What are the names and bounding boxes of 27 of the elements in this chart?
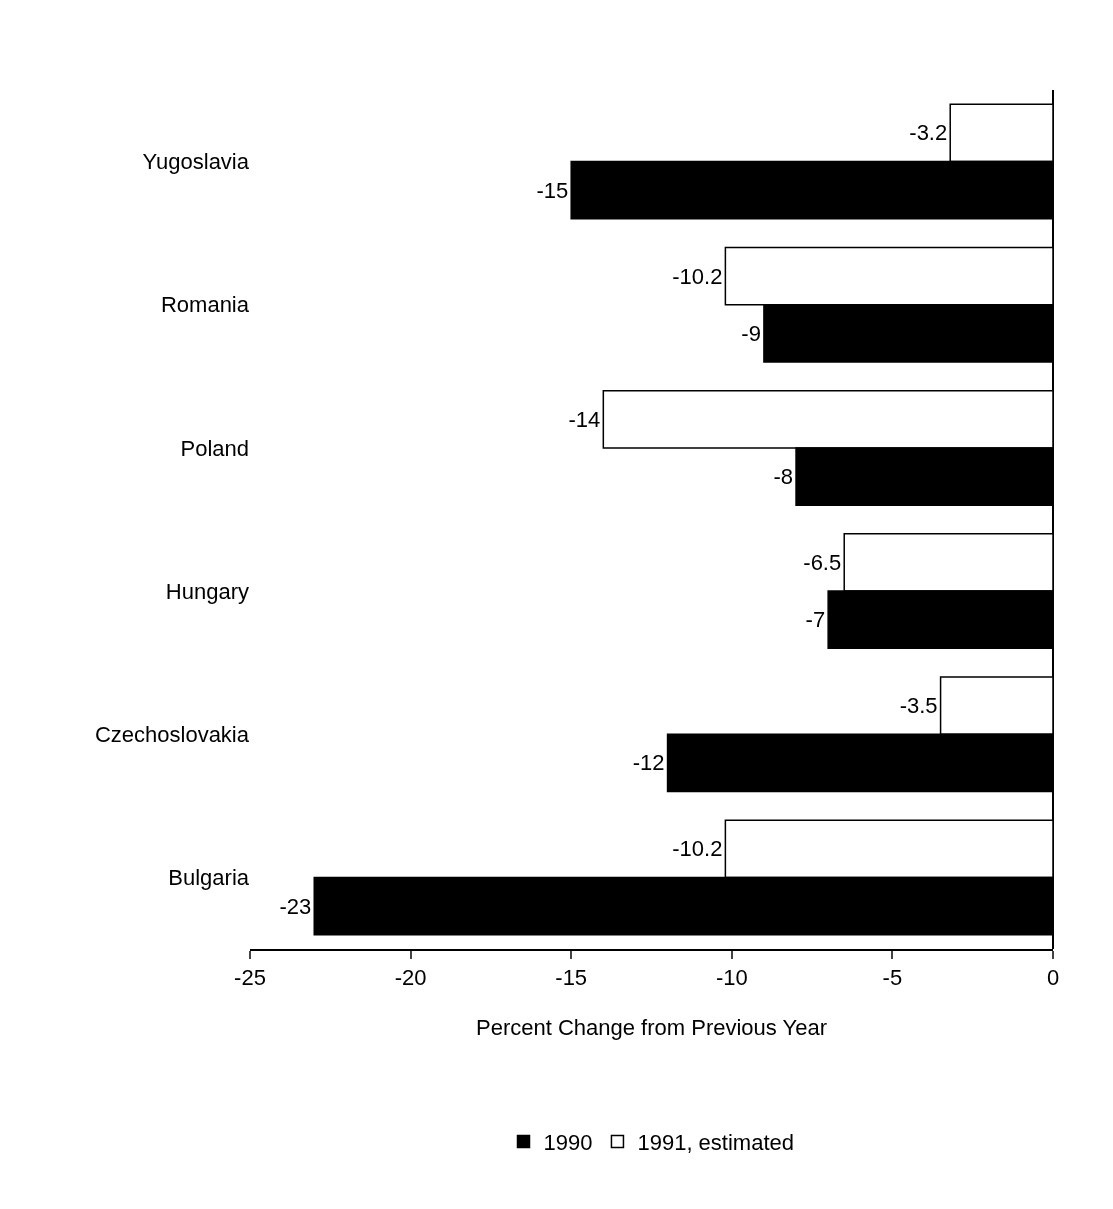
x-tick-label: -25 bbox=[234, 965, 266, 991]
data-label: -12 bbox=[632, 750, 665, 776]
data-label: -15 bbox=[536, 177, 569, 203]
y-tick-label: Bulgaria bbox=[168, 865, 250, 891]
legend-label: 1991, estimated bbox=[637, 1130, 794, 1156]
y-tick-label: Yugoslavia bbox=[142, 149, 250, 175]
x-tick-label: -5 bbox=[882, 965, 903, 991]
data-label: -3.2 bbox=[909, 120, 948, 146]
data-label: -9 bbox=[741, 320, 761, 346]
data-label: -6.5 bbox=[803, 549, 842, 575]
y-tick-label: Hungary bbox=[165, 578, 249, 604]
x-tick-label: -20 bbox=[394, 965, 427, 991]
data-label: -8 bbox=[773, 464, 794, 490]
y-tick-label: Czechoslovakia bbox=[94, 721, 250, 747]
data-label: -14 bbox=[568, 406, 601, 432]
x-tick-label: -10 bbox=[715, 965, 748, 991]
x-tick-label: -15 bbox=[555, 965, 588, 991]
data-label: -7 bbox=[805, 607, 826, 633]
x-axis-title: Percent Change from Previous Year bbox=[476, 1014, 827, 1040]
y-tick-label: Romania bbox=[160, 292, 250, 318]
data-label: -3.5 bbox=[899, 693, 938, 719]
data-label: -10.2 bbox=[672, 836, 723, 862]
data-label: -10.2 bbox=[672, 263, 723, 289]
legend-label: 1990 bbox=[543, 1130, 593, 1156]
data-label: -23 bbox=[279, 893, 312, 919]
y-tick-label: Poland bbox=[180, 435, 249, 461]
x-tick-label: 0 bbox=[1046, 965, 1060, 991]
